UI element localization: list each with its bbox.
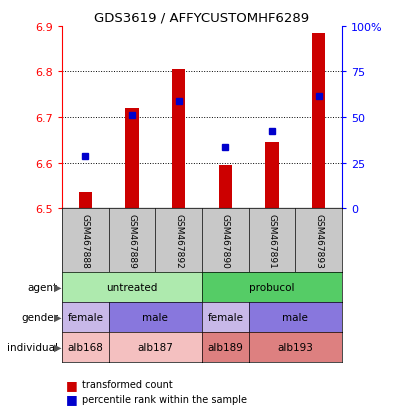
Text: transformed count: transformed count — [82, 380, 173, 389]
Text: GSM467892: GSM467892 — [174, 213, 183, 268]
Text: alb189: alb189 — [207, 342, 243, 352]
Text: individual: individual — [7, 342, 58, 352]
Text: ■: ■ — [66, 392, 78, 406]
Text: alb187: alb187 — [137, 342, 173, 352]
Text: probucol: probucol — [249, 282, 295, 292]
Text: alb193: alb193 — [277, 342, 313, 352]
Text: GSM467893: GSM467893 — [314, 213, 323, 268]
Text: male: male — [142, 312, 168, 322]
Text: ▶: ▶ — [54, 342, 61, 352]
Text: alb168: alb168 — [67, 342, 103, 352]
Text: ▶: ▶ — [54, 282, 61, 292]
Bar — [79, 193, 92, 209]
Text: GSM467891: GSM467891 — [268, 213, 276, 268]
Text: ▶: ▶ — [54, 312, 61, 322]
Bar — [219, 166, 232, 209]
Bar — [312, 34, 325, 209]
Text: agent: agent — [28, 282, 58, 292]
Text: untreated: untreated — [106, 282, 158, 292]
Text: GSM467889: GSM467889 — [128, 213, 136, 268]
Bar — [126, 109, 138, 209]
Text: GSM467890: GSM467890 — [221, 213, 230, 268]
Text: GSM467888: GSM467888 — [81, 213, 90, 268]
Text: female: female — [67, 312, 103, 322]
Text: gender: gender — [21, 312, 58, 322]
Title: GDS3619 / AFFYCUSTOMHF6289: GDS3619 / AFFYCUSTOMHF6289 — [94, 11, 310, 24]
Text: female: female — [207, 312, 243, 322]
Text: male: male — [282, 312, 308, 322]
Text: ■: ■ — [66, 378, 78, 391]
Text: percentile rank within the sample: percentile rank within the sample — [82, 394, 247, 404]
Bar — [266, 143, 278, 209]
Bar — [172, 70, 185, 209]
